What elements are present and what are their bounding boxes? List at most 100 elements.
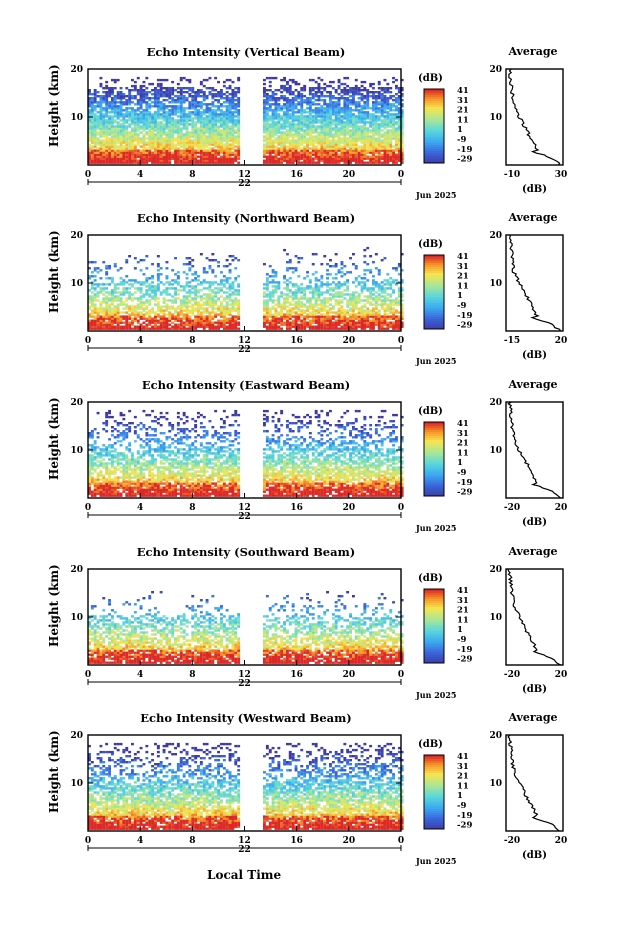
heatmap-cell: [377, 145, 381, 148]
heatmap-cell: [217, 125, 220, 128]
heatmap-cell: [294, 153, 298, 156]
heatmap-cell: [205, 309, 209, 312]
heatmap-cell: [320, 111, 324, 114]
heatmap-cell: [271, 133, 275, 136]
heatmap-cell: [105, 131, 109, 134]
heatmap-cell: [283, 307, 286, 310]
heatmap-cell: [191, 309, 195, 312]
heatmap-cell: [225, 301, 229, 304]
heatmap-cell: [136, 113, 140, 116]
heatmap-cell: [274, 289, 278, 292]
heatmap-cell: [131, 115, 134, 118]
heatmap-cell: [93, 95, 97, 98]
heatmap-cell: [162, 133, 166, 136]
heatmap-cell: [142, 84, 146, 88]
heatmap-cell: [214, 293, 218, 296]
heatmap-cell: [179, 149, 183, 152]
heatmap-cell: [400, 157, 404, 160]
heatmap-cell: [93, 117, 97, 120]
heatmap-cell: [280, 149, 284, 152]
heatmap-cell: [291, 299, 295, 302]
heatmap-cell: [133, 80, 137, 84]
heatmap-cell: [268, 159, 272, 162]
heatmap-cell: [329, 91, 332, 94]
heatmap-cell: [228, 101, 232, 104]
heatmap-cell: [291, 159, 295, 162]
heatmap-cell: [372, 139, 375, 142]
heatmap-cell: [191, 299, 195, 302]
heatmap-cell: [102, 319, 106, 322]
heatmap-cell: [386, 125, 390, 128]
heatmap-cell: [182, 91, 186, 94]
heatmap-cell: [156, 145, 160, 148]
heatmap-cell: [297, 287, 301, 290]
heatmap-cell: [386, 89, 390, 92]
heatmap-cell: [154, 93, 157, 96]
heatmap-cell: [148, 153, 152, 156]
heatmap-cell: [326, 149, 329, 152]
heatmap-cell: [214, 151, 218, 154]
heatmap-cell: [372, 143, 375, 146]
heatmap-cell: [111, 101, 114, 104]
heatmap-cell: [199, 159, 203, 162]
heatmap-cell: [174, 319, 177, 322]
heatmap-cell: [174, 311, 177, 314]
heatmap-cell: [220, 147, 223, 150]
heatmap-cell: [151, 125, 154, 128]
heatmap-cell: [280, 78, 284, 82]
heatmap-cell: [165, 277, 169, 280]
heatmap-cell: [211, 297, 215, 300]
heatmap-cell: [96, 119, 100, 122]
heatmap-cell: [280, 117, 284, 120]
heatmap-cell: [314, 127, 318, 130]
heatmap-cell: [185, 123, 189, 126]
heatmap-cell: [377, 93, 381, 96]
heatmap-cell: [133, 307, 137, 310]
heatmap-cell: [88, 131, 91, 134]
heatmap-cell: [199, 283, 203, 286]
heatmap-cell: [297, 301, 301, 304]
heatmap-cell: [154, 155, 157, 158]
heatmap-cell: [329, 307, 332, 310]
heatmap-cell: [188, 325, 192, 328]
heatmap-cell: [369, 123, 373, 126]
heatmap-cell: [400, 89, 404, 92]
heatmap-cell: [188, 319, 192, 322]
heatmap-cell: [162, 159, 166, 162]
heatmap-cell: [159, 319, 163, 322]
heatmap-cell: [228, 321, 232, 324]
heatmap-cell: [306, 147, 309, 150]
heatmap-cell: [363, 161, 367, 164]
heatmap-cell: [308, 159, 312, 162]
heatmap-cell: [274, 287, 278, 290]
heatmap-cell: [363, 123, 367, 126]
heatmap-cell: [133, 305, 137, 308]
heatmap-cell: [291, 97, 295, 100]
heatmap-cell: [90, 135, 94, 138]
heatmap-cell: [142, 303, 146, 306]
heatmap-cell: [308, 129, 312, 132]
heatmap-cell: [280, 139, 284, 142]
heatmap-cell: [102, 147, 106, 150]
heatmap-cell: [271, 129, 275, 132]
heatmap-cell: [397, 151, 401, 154]
heatmap-cell: [139, 281, 143, 284]
heatmap-cell: [168, 101, 172, 104]
heatmap-cell: [182, 289, 186, 292]
heatmap-cell: [119, 133, 123, 136]
heatmap-cell: [205, 319, 209, 322]
heatmap-cell: [182, 303, 186, 306]
heatmap-cell: [90, 125, 94, 128]
heatmap-cell: [162, 119, 166, 122]
heatmap-cell: [288, 295, 292, 298]
heatmap-cell: [145, 76, 149, 80]
heatmap-cell: [131, 143, 134, 146]
heatmap-cell: [286, 119, 289, 122]
heatmap-cell: [288, 141, 292, 144]
heatmap-cell: [188, 267, 192, 270]
heatmap-cell: [326, 119, 329, 122]
heatmap-cell: [194, 307, 198, 310]
heatmap-cell: [131, 299, 134, 302]
heatmap-cell: [288, 153, 292, 156]
heatmap-cell: [111, 137, 114, 140]
